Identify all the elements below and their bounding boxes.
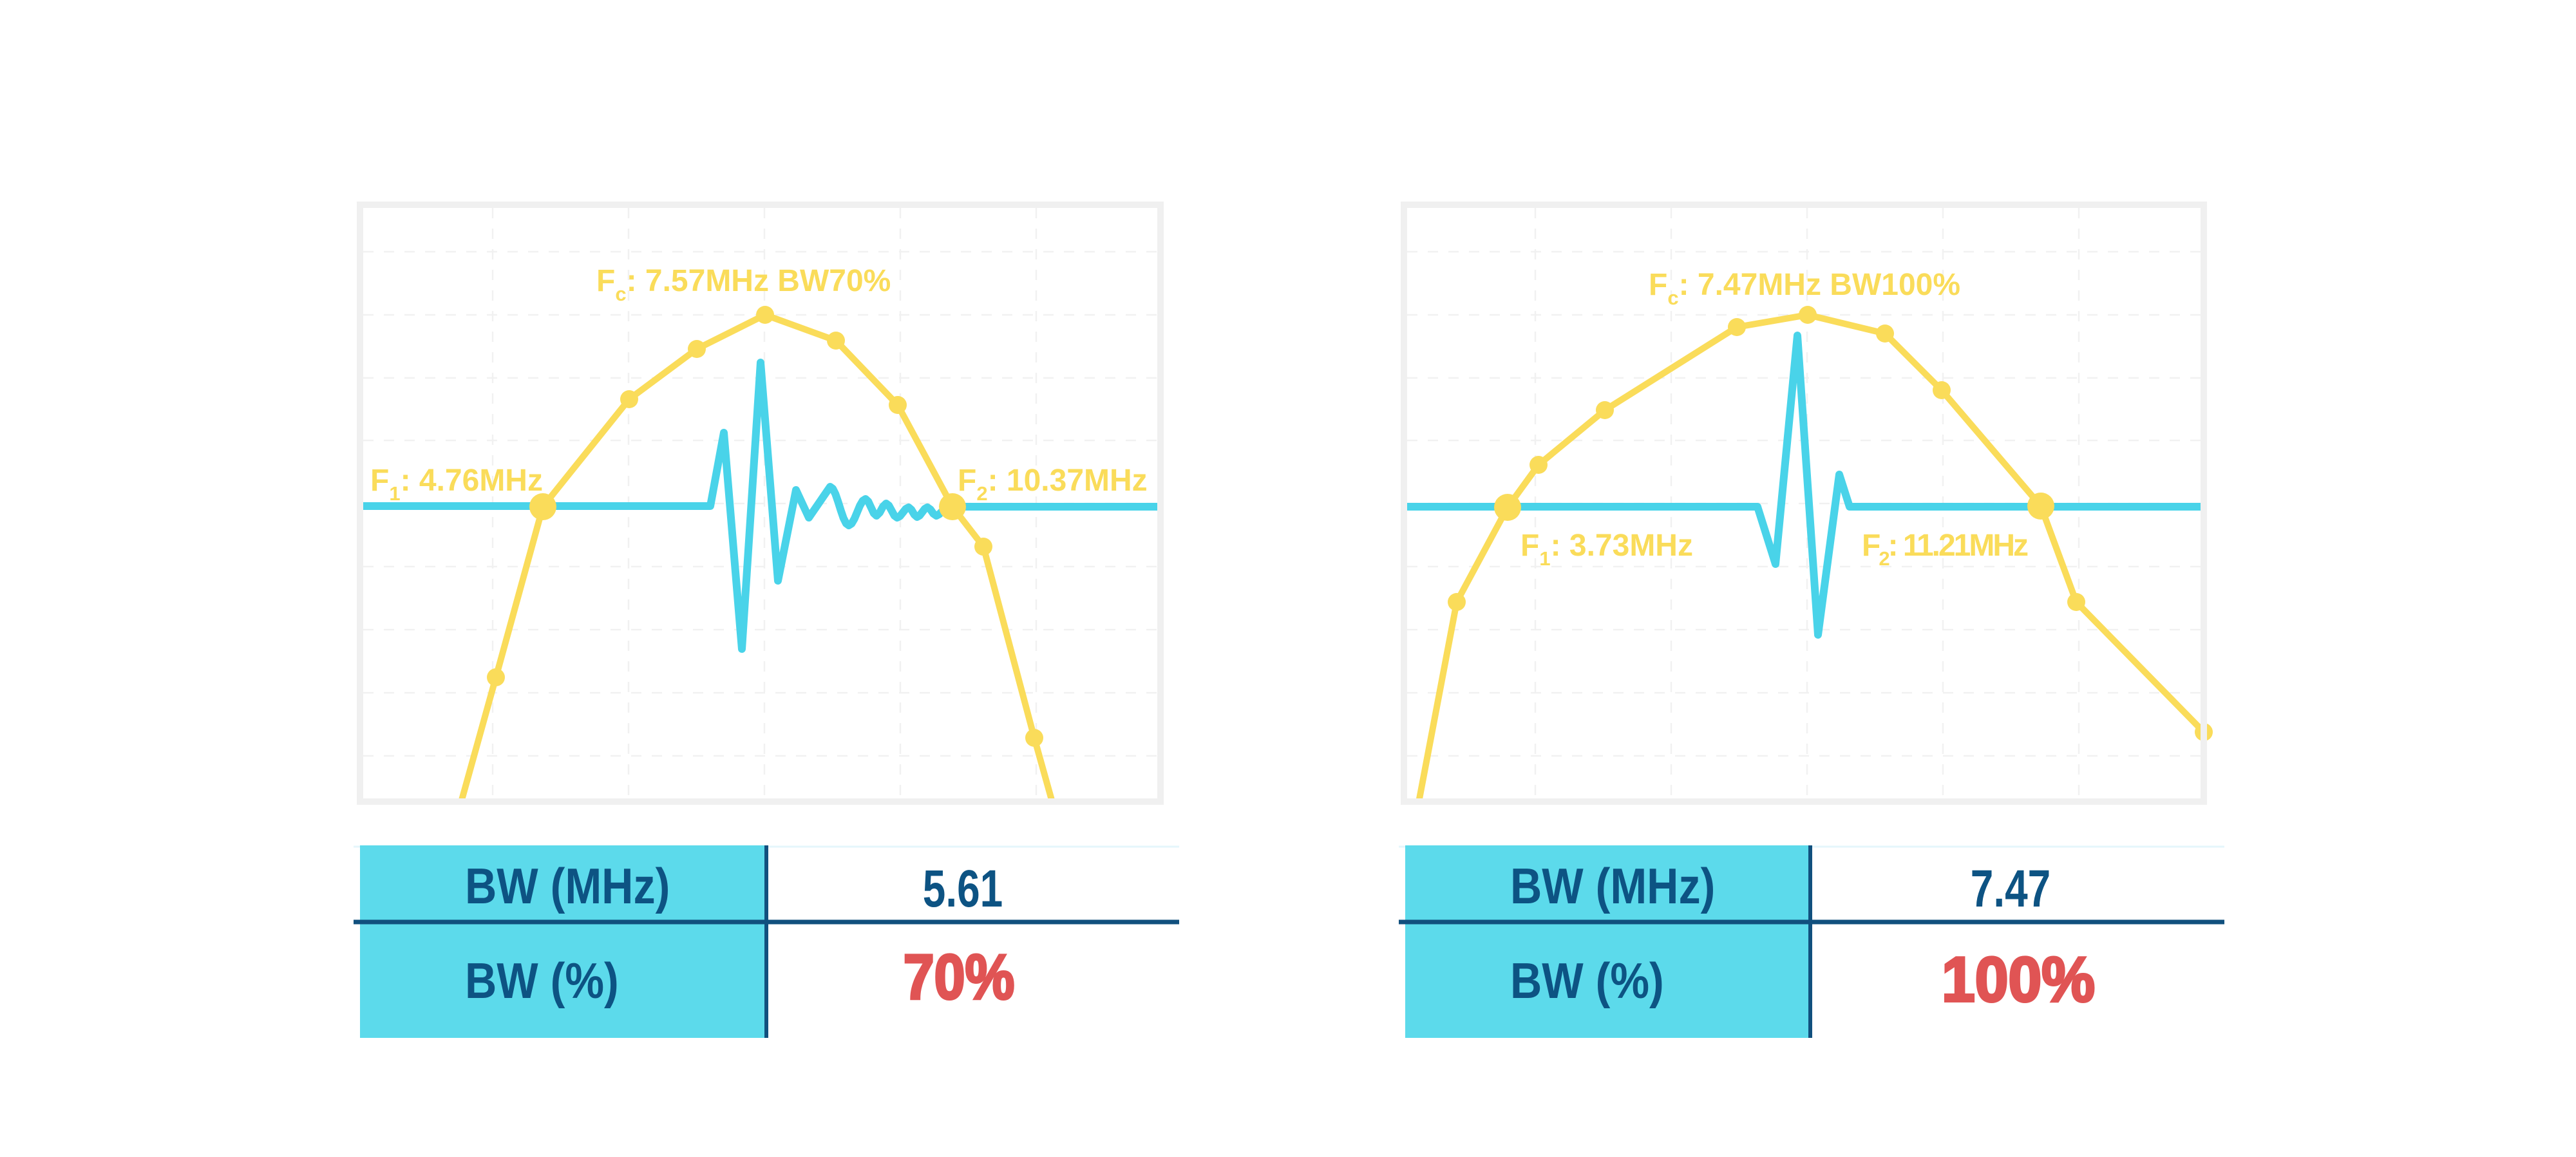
svg-text:BW (%): BW (%) [465,953,619,1009]
svg-text:5.61: 5.61 [923,858,1003,918]
svg-text:100%: 100% [1942,945,2095,1015]
svg-text:BW (MHz): BW (MHz) [1510,858,1715,914]
svg-text:BW (MHz): BW (MHz) [465,858,670,914]
svg-text:70%: 70% [904,941,1015,1012]
svg-text:7.47: 7.47 [1971,858,2050,918]
svg-text:BW (%): BW (%) [1510,953,1664,1009]
